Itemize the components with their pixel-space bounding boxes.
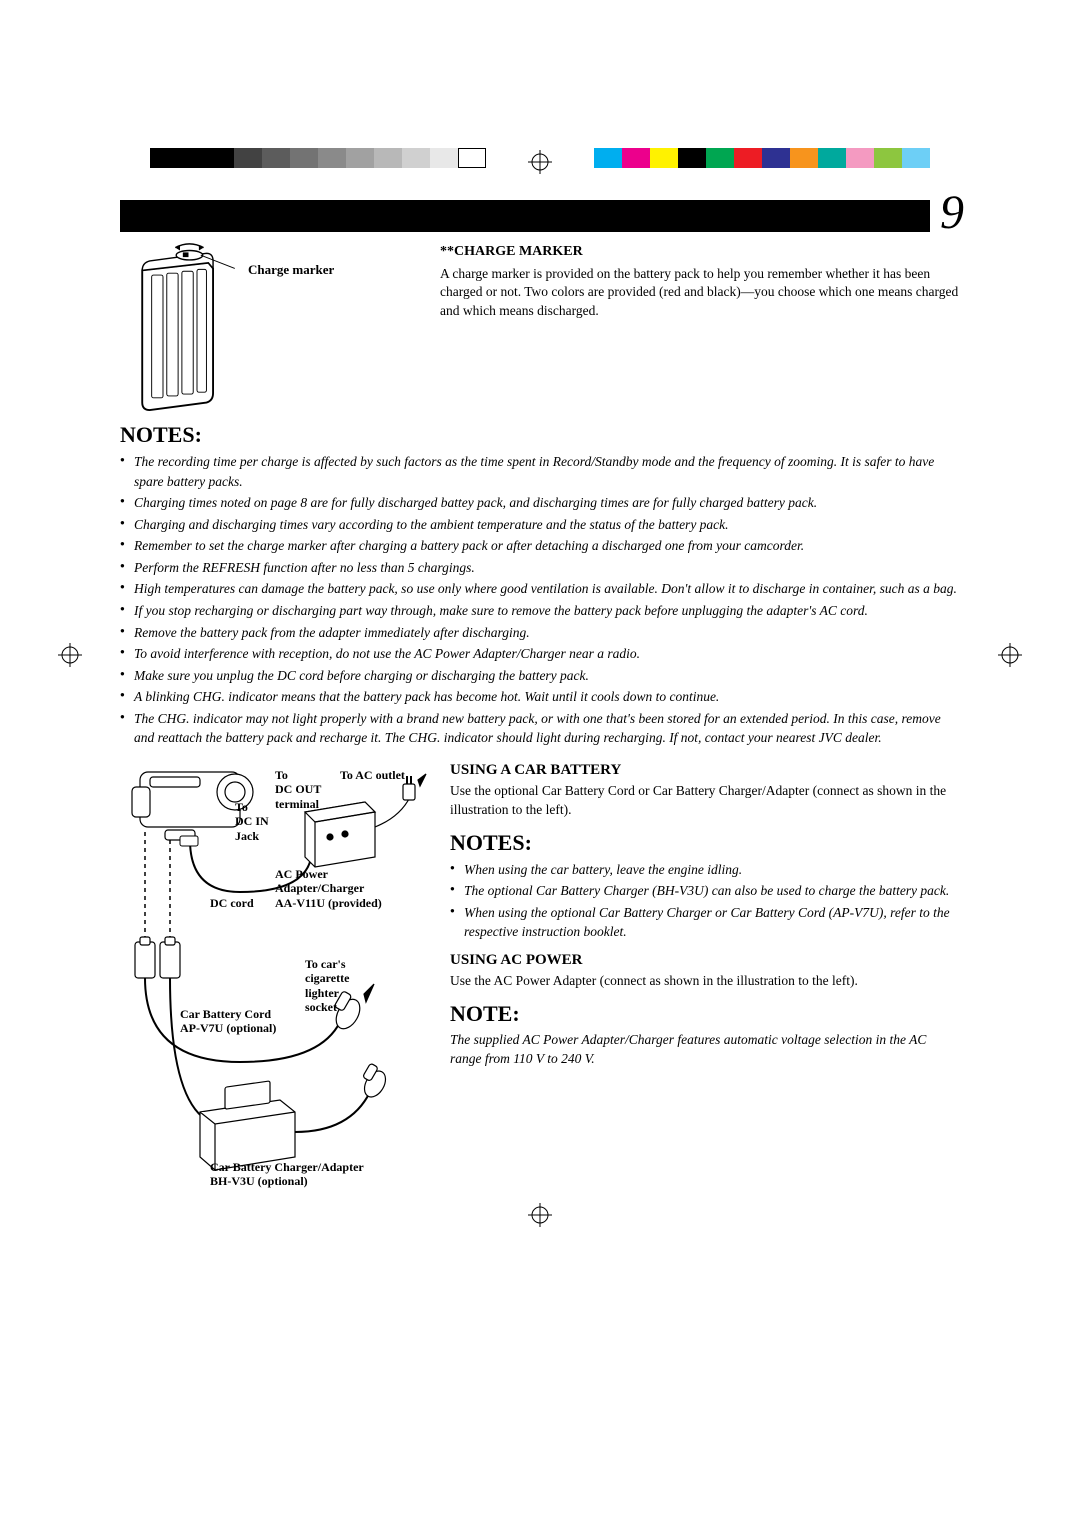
grayscale-swatch	[262, 148, 290, 168]
note-item: When using the car battery, leave the en…	[450, 860, 960, 880]
label-cigarette-socket: To car's cigarette lighter socket	[305, 957, 349, 1015]
charge-marker-label: Charge marker	[248, 262, 334, 278]
color-swatch	[846, 148, 874, 168]
registration-mark-right	[998, 643, 1022, 667]
note-item: Remember to set the charge marker after …	[120, 536, 960, 556]
note-item: High temperatures can damage the battery…	[120, 579, 960, 599]
notes-list-2: When using the car battery, leave the en…	[450, 860, 960, 942]
grayscale-swatch	[430, 148, 458, 168]
color-swatch	[762, 148, 790, 168]
color-swatch	[650, 148, 678, 168]
label-car-battery-charger: Car Battery Charger/Adapter BH-V3U (opti…	[210, 1160, 364, 1189]
note-item: Make sure you unplug the DC cord before …	[120, 666, 960, 686]
header-bar: 9	[120, 200, 960, 232]
label-dc-cord: DC cord	[210, 896, 254, 910]
notes-section-1: NOTES: The recording time per charge is …	[120, 422, 960, 748]
label-car-battery-cord: Car Battery Cord AP-V7U (optional)	[180, 1007, 276, 1036]
grayscale-swatch	[458, 148, 486, 168]
color-swatch	[902, 148, 930, 168]
color-swatch	[678, 148, 706, 168]
right-text-column: USING A CAR BATTERY Use the optional Car…	[450, 762, 960, 1187]
note-item: The recording time per charge is affecte…	[120, 452, 960, 491]
using-car-battery-body: Use the optional Car Battery Cord or Car…	[450, 782, 960, 820]
note-item: A blinking CHG. indicator means that the…	[120, 687, 960, 707]
grayscale-swatch	[318, 148, 346, 168]
connection-diagram-svg	[120, 762, 430, 1182]
label-to-ac-outlet: To AC outlet	[340, 768, 405, 782]
color-swatch	[818, 148, 846, 168]
grayscale-swatch	[346, 148, 374, 168]
grayscale-bars	[150, 148, 486, 168]
using-car-battery-heading: USING A CAR BATTERY	[450, 762, 960, 779]
color-swatch	[790, 148, 818, 168]
note-item: To avoid interference with reception, do…	[120, 644, 960, 664]
connection-diagram: To DC OUT terminal To AC outlet To DC IN…	[120, 762, 430, 1187]
notes-heading-2: NOTES:	[450, 830, 960, 856]
page-number: 9	[930, 185, 964, 240]
notes-heading-1: NOTES:	[120, 422, 960, 448]
manual-page: 9 Charge marker	[0, 0, 1080, 1287]
color-calibration-bars	[0, 148, 1080, 168]
note-item: If you stop recharging or discharging pa…	[120, 601, 960, 621]
charge-marker-text: **CHARGE MARKER A charge marker is provi…	[440, 242, 960, 412]
note-item: Remove the battery pack from the adapter…	[120, 623, 960, 643]
color-swatch	[874, 148, 902, 168]
label-ac-power-adapter: AC Power Adapter/Charger AA-V11U (provid…	[275, 867, 382, 910]
note-item: Perform the REFRESH function after no le…	[120, 558, 960, 578]
battery-figure: Charge marker	[120, 242, 420, 412]
note-item: The CHG. indicator may not light properl…	[120, 709, 960, 748]
color-swatch	[706, 148, 734, 168]
grayscale-swatch	[150, 148, 178, 168]
grayscale-swatch	[206, 148, 234, 168]
note-item: The optional Car Battery Charger (BH-V3U…	[450, 881, 960, 901]
grayscale-swatch	[178, 148, 206, 168]
note-body-3: The supplied AC Power Adapter/Charger fe…	[450, 1031, 960, 1069]
note-item: Charging times noted on page 8 are for f…	[120, 493, 960, 513]
note-heading-3: NOTE:	[450, 1001, 960, 1027]
using-ac-power-heading: USING AC POWER	[450, 952, 960, 969]
grayscale-swatch	[374, 148, 402, 168]
battery-pack-illustration	[120, 242, 240, 412]
charge-marker-body: A charge marker is provided on the batte…	[440, 265, 960, 322]
color-bars	[594, 148, 930, 168]
registration-mark-left	[58, 643, 82, 667]
note-item: Charging and discharging times vary acco…	[120, 515, 960, 535]
charge-marker-heading: **CHARGE MARKER	[440, 242, 960, 262]
color-swatch	[734, 148, 762, 168]
using-ac-power-body: Use the AC Power Adapter (connect as sho…	[450, 972, 960, 991]
color-swatch	[622, 148, 650, 168]
grayscale-swatch	[234, 148, 262, 168]
grayscale-swatch	[290, 148, 318, 168]
label-to-dc-out: To DC OUT terminal	[275, 768, 321, 811]
note-item: When using the optional Car Battery Char…	[450, 903, 960, 942]
label-to-dc-in: To DC IN Jack	[235, 800, 269, 843]
grayscale-swatch	[402, 148, 430, 168]
color-swatch	[594, 148, 622, 168]
notes-list-1: The recording time per charge is affecte…	[120, 452, 960, 748]
registration-mark-bottom	[528, 1203, 552, 1227]
